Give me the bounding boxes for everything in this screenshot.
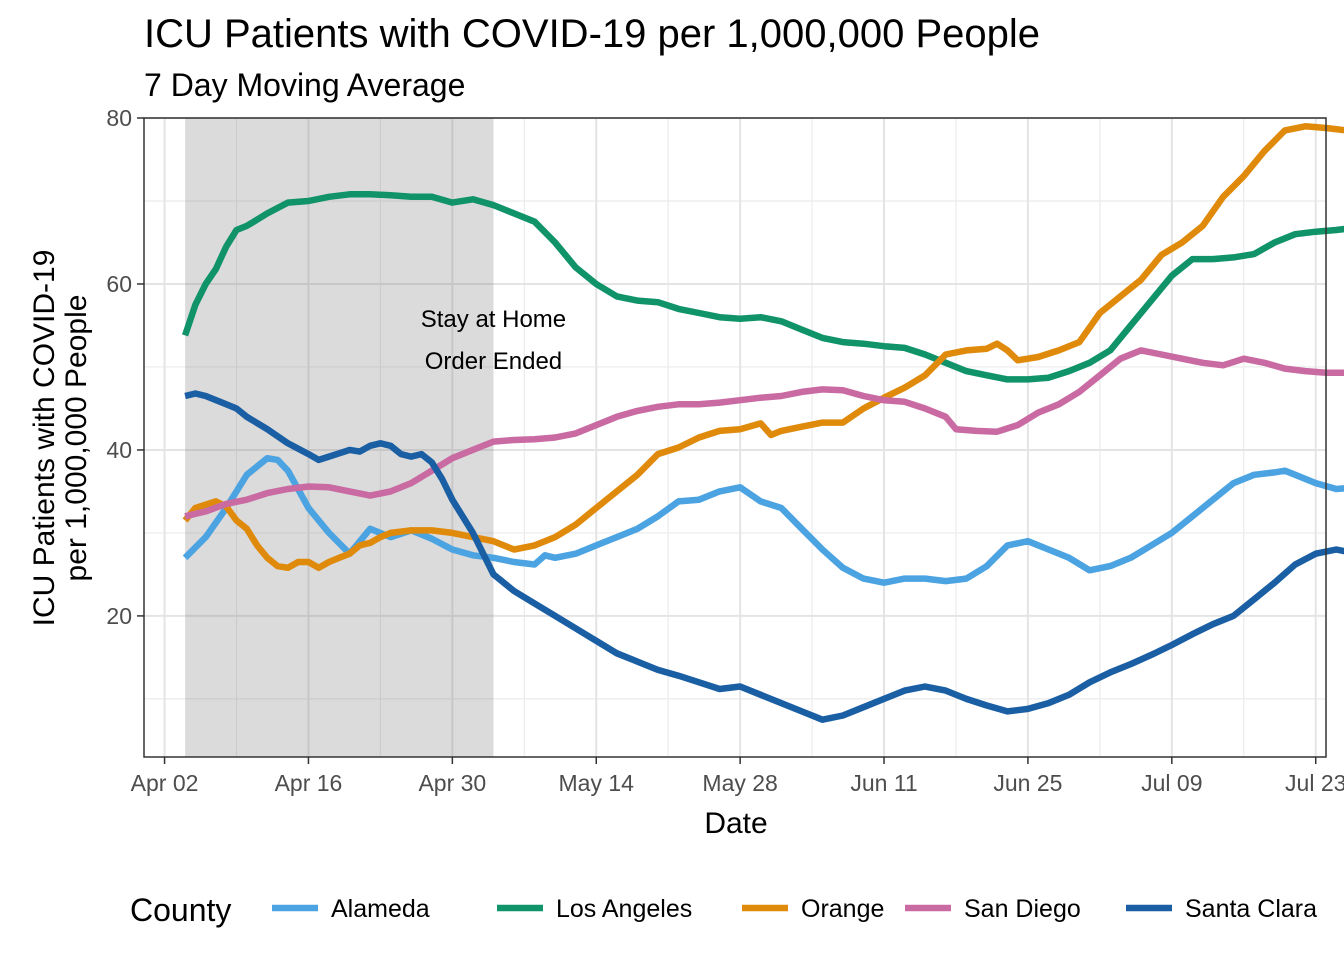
series-line-alameda	[182, 454, 1344, 586]
x-tick-label: Jul 23	[1285, 770, 1344, 796]
legend-title: County	[130, 892, 231, 928]
x-tick-label: Jun 25	[993, 770, 1062, 796]
y-tick-label: 80	[106, 105, 132, 131]
legend-label: Santa Clara	[1185, 895, 1317, 923]
stay-at-home-period	[185, 118, 494, 757]
series-line-san-diego	[184, 347, 1344, 520]
x-axis-title: Date	[704, 807, 767, 840]
x-tick-label: May 14	[559, 770, 635, 796]
y-axis-title-line-1: ICU Patients with COVID-19	[28, 250, 61, 627]
y-axis-title-line-2: per 1,000,000 People	[60, 295, 93, 582]
legend: County Alameda Los Angeles Orange San Diego…	[130, 892, 1317, 928]
y-axis: 20 40 60 80	[106, 105, 144, 629]
annotation-text: Stay at Home	[421, 306, 566, 333]
x-tick-label: May 28	[702, 770, 777, 796]
annotation-text: Order Ended	[425, 348, 562, 375]
legend-label: San Diego	[964, 895, 1081, 923]
y-tick-label: 40	[106, 437, 132, 463]
x-tick-label: Jun 11	[850, 770, 917, 796]
series-line-santa-clara	[184, 390, 1344, 723]
y-tick-label: 60	[106, 271, 132, 297]
legend-label: Los Angeles	[556, 895, 692, 923]
y-tick-label: 20	[106, 603, 132, 629]
chart-title: ICU Patients with COVID-19 per 1,000,000…	[144, 12, 1040, 56]
x-axis: Apr 02 Apr 16 Apr 30 May 14 May 28 Jun 11 Jun …	[131, 757, 1344, 796]
x-tick-label: Apr 02	[131, 770, 199, 796]
plot-panel: Stay at Home Order Ended	[143, 117, 1344, 758]
series-line-orange	[182, 123, 1344, 572]
chart-subtitle: 7 Day Moving Average	[144, 67, 465, 103]
series-line-los-angeles	[182, 191, 1344, 383]
legend-label: Alameda	[331, 895, 430, 923]
x-tick-label: Apr 16	[275, 770, 343, 796]
legend-label: Orange	[801, 895, 884, 923]
panel-border	[143, 117, 1327, 758]
x-tick-label: Jul 09	[1141, 770, 1202, 796]
x-tick-label: Apr 30	[418, 770, 486, 796]
